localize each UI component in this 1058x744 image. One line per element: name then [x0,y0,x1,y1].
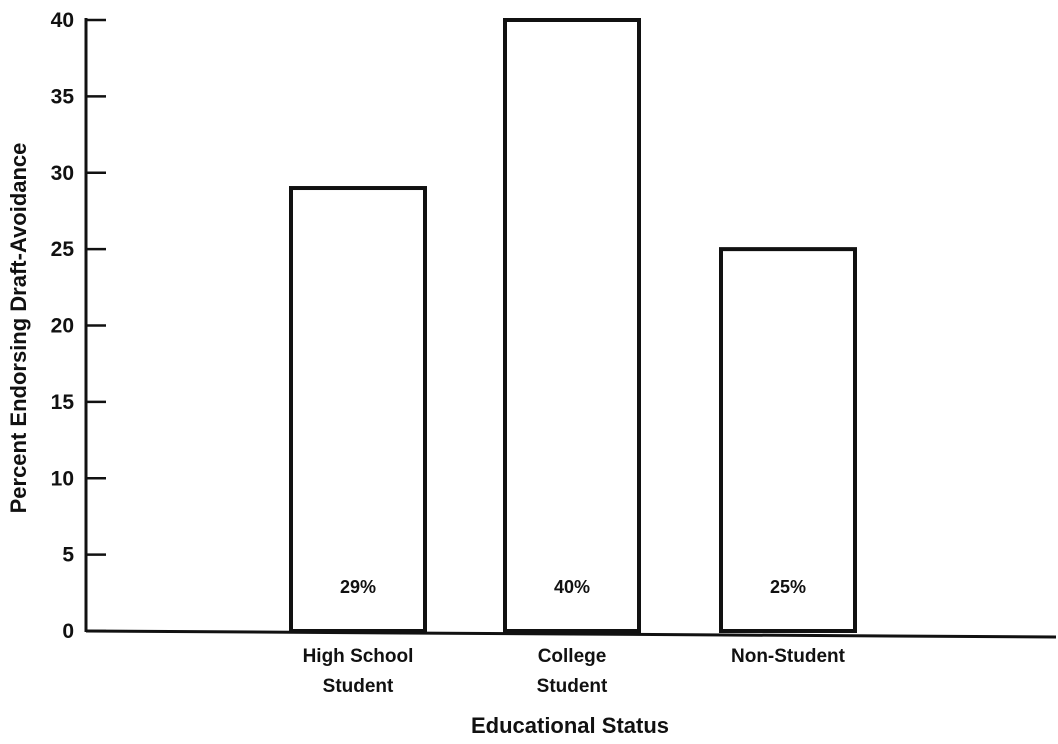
y-tick-label: 5 [62,544,74,567]
x-category-label: Non-Student [731,646,846,667]
bars [289,18,857,633]
x-category-label: Student [323,676,394,697]
x-axis-title: Educational Status [471,713,669,738]
y-tick-label: 25 [51,238,75,261]
y-tick-label: 40 [51,9,74,32]
y-tick-label: 35 [51,85,75,108]
data-labels: 29% 40% 25% [340,577,806,597]
y-tick-label: 10 [51,467,74,490]
y-axis-title: Percent Endorsing Draft-Avoidance [6,143,31,514]
y-tick-label: 30 [51,162,74,185]
x-category-label: Student [537,676,608,697]
y-tick-label: 0 [62,620,74,643]
x-axis [85,629,1057,639]
y-axis: 0 5 10 15 20 25 30 35 40 [51,9,106,643]
bar-value-label: 40% [554,577,590,597]
category-labels: High School Student College Student Non-Stud… [303,646,846,697]
x-category-label: High School [303,646,414,667]
bar [503,18,641,633]
y-tick-label: 20 [51,315,74,338]
bar-value-label: 25% [770,577,806,597]
bar-value-label: 29% [340,577,376,597]
bar [289,186,427,633]
y-tick-label: 15 [51,391,75,414]
bar [719,247,857,633]
x-category-label: College [538,646,607,667]
x-axis-line [85,629,1057,639]
